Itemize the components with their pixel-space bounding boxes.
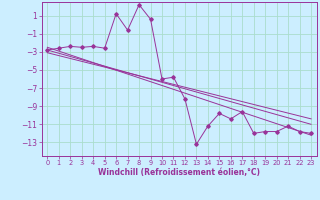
X-axis label: Windchill (Refroidissement éolien,°C): Windchill (Refroidissement éolien,°C) — [98, 168, 260, 177]
